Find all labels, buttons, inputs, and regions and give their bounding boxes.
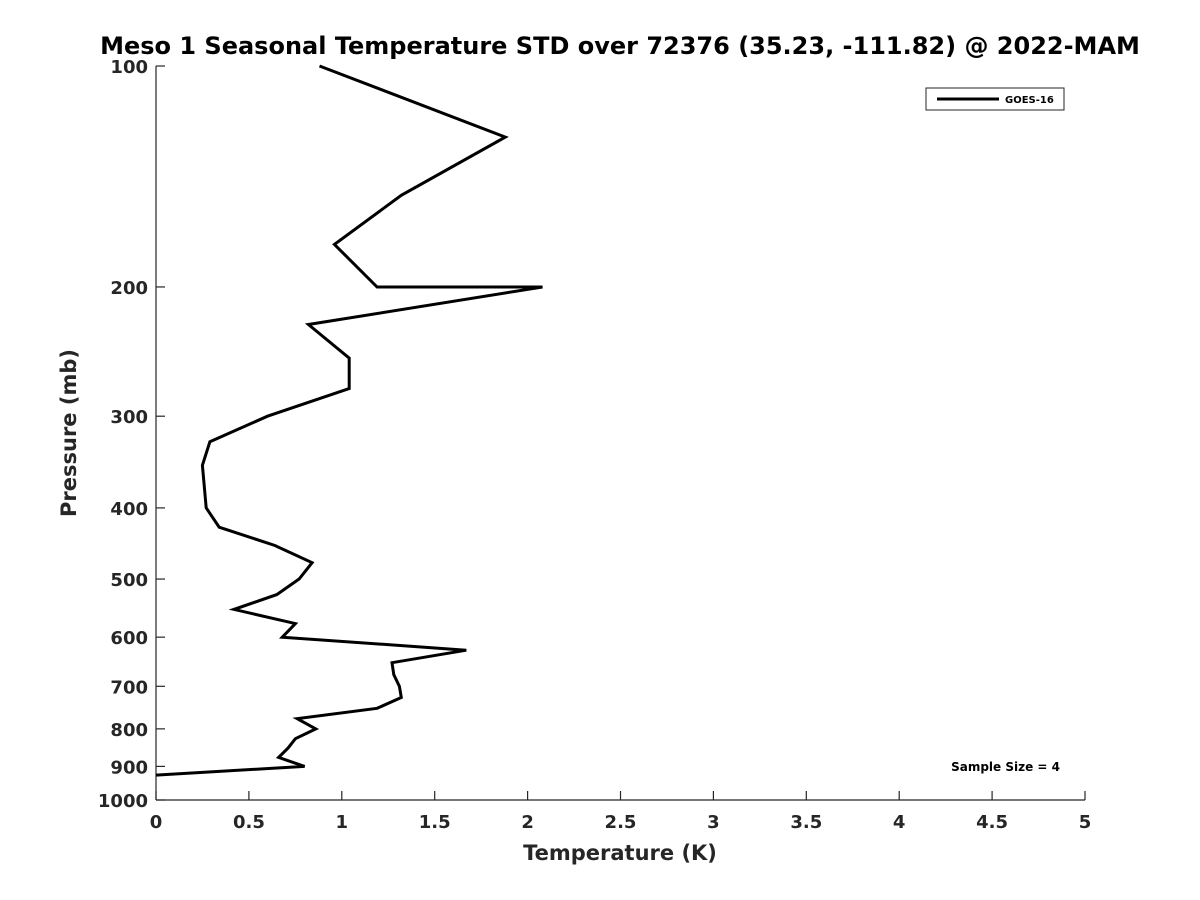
sample-size-annotation: Sample Size = 4: [951, 760, 1060, 774]
x-tick-label: 1: [336, 812, 349, 833]
y-tick-label: 400: [110, 499, 148, 520]
y-tick-label: 900: [110, 757, 148, 778]
y-tick-label: 700: [110, 677, 148, 698]
legend-label: GOES-16: [1005, 95, 1054, 106]
series-group: [155, 64, 543, 777]
legend: GOES-16: [925, 87, 1065, 111]
y-tick-label: 200: [110, 278, 148, 299]
y-tick-label: 1000: [98, 791, 148, 812]
x-tick-label: 4: [893, 812, 906, 833]
x-ticks: 0 0.5 1 1.5 2 2.5 3 3.5 4 4.5 5: [150, 791, 1092, 833]
x-tick-label: 3: [707, 812, 720, 833]
y-tick-label: 100: [110, 57, 148, 78]
y-ticks: 100 200 300 400 500 600 700 800 900 1000: [98, 57, 165, 812]
y-tick-label: 500: [110, 570, 148, 591]
x-tick-label: 2: [521, 812, 534, 833]
x-tick-label: 3.5: [790, 812, 822, 833]
y-tick-label: 800: [110, 720, 148, 741]
axes: [155, 66, 1085, 801]
y-axis-label: Pressure (mb): [57, 349, 81, 517]
x-tick-label: 1.5: [419, 812, 451, 833]
chart-title: Meso 1 Seasonal Temperature STD over 723…: [100, 32, 1140, 60]
x-tick-label: 2.5: [605, 812, 637, 833]
x-tick-label: 0: [150, 812, 163, 833]
y-tick-label: 600: [110, 628, 148, 649]
x-tick-label: 4.5: [976, 812, 1008, 833]
y-tick-label: 300: [110, 407, 148, 428]
x-axis-label: Temperature (K): [523, 841, 717, 865]
x-tick-label: 0.5: [233, 812, 265, 833]
series-line-0: [155, 64, 543, 777]
x-tick-label: 5: [1079, 812, 1092, 833]
